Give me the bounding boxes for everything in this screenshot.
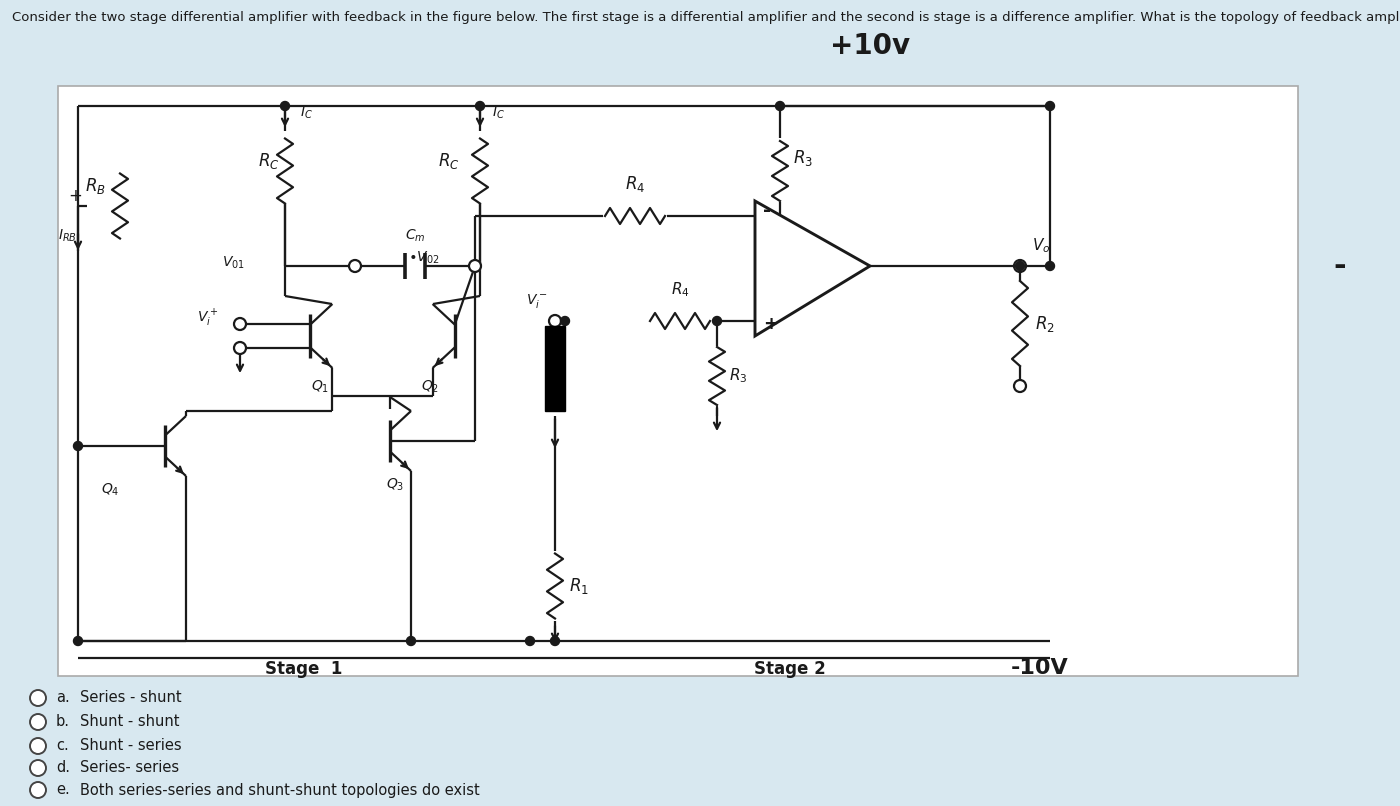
Text: $R_4$: $R_4$ — [624, 174, 645, 194]
Bar — [545, 326, 566, 411]
Text: +10v: +10v — [830, 32, 910, 60]
Circle shape — [29, 690, 46, 706]
Circle shape — [29, 714, 46, 730]
Circle shape — [1015, 261, 1025, 271]
Text: $R_4$: $R_4$ — [671, 280, 689, 299]
Circle shape — [549, 315, 561, 327]
Text: -: - — [763, 202, 771, 221]
Text: +: + — [763, 315, 778, 333]
Text: b.: b. — [56, 714, 70, 729]
Circle shape — [29, 782, 46, 798]
Circle shape — [1046, 261, 1054, 271]
Circle shape — [550, 637, 560, 646]
Text: Series - shunt: Series - shunt — [80, 691, 182, 705]
Circle shape — [280, 102, 290, 110]
Circle shape — [713, 317, 721, 326]
Circle shape — [73, 637, 83, 646]
Text: $R_C$: $R_C$ — [438, 151, 461, 171]
Text: +: + — [69, 187, 81, 205]
Text: $Q_2$: $Q_2$ — [421, 379, 440, 396]
Text: d.: d. — [56, 761, 70, 775]
Text: -: - — [1334, 251, 1347, 280]
Circle shape — [349, 260, 361, 272]
Text: $I_C$: $I_C$ — [300, 105, 312, 121]
Text: Shunt - shunt: Shunt - shunt — [80, 714, 179, 729]
Circle shape — [29, 738, 46, 754]
Text: $V_{01}$: $V_{01}$ — [223, 255, 245, 271]
Circle shape — [406, 637, 416, 646]
Text: $I_{RB}$: $I_{RB}$ — [57, 228, 77, 244]
Text: $R_C$: $R_C$ — [258, 151, 280, 171]
Circle shape — [29, 760, 46, 776]
Text: e.: e. — [56, 783, 70, 797]
Text: $V_i^-$: $V_i^-$ — [525, 292, 547, 310]
Text: Consider the two stage differential amplifier with feedback in the figure below.: Consider the two stage differential ampl… — [13, 11, 1400, 24]
Circle shape — [525, 637, 535, 646]
Text: $R_B$: $R_B$ — [84, 176, 105, 196]
Circle shape — [234, 342, 246, 354]
Text: $R_2$: $R_2$ — [1035, 314, 1054, 334]
Circle shape — [776, 102, 784, 110]
Text: $C_m$: $C_m$ — [405, 227, 426, 244]
Text: a.: a. — [56, 691, 70, 705]
Circle shape — [1014, 260, 1026, 272]
Circle shape — [73, 442, 83, 451]
FancyBboxPatch shape — [57, 86, 1298, 676]
Text: Both series-series and shunt-shunt topologies do exist: Both series-series and shunt-shunt topol… — [80, 783, 480, 797]
Text: Stage  1: Stage 1 — [266, 660, 343, 678]
Text: $Q_1$: $Q_1$ — [311, 379, 329, 396]
Text: Stage 2: Stage 2 — [755, 660, 826, 678]
Text: $R_1$: $R_1$ — [568, 576, 589, 596]
Circle shape — [469, 260, 482, 272]
Text: $\bullet V_{02}$: $\bullet V_{02}$ — [409, 250, 440, 266]
Text: $R_3$: $R_3$ — [792, 148, 813, 168]
Text: Shunt - series: Shunt - series — [80, 738, 182, 754]
Circle shape — [1014, 380, 1026, 392]
Text: $R_3$: $R_3$ — [729, 367, 748, 385]
Circle shape — [560, 317, 570, 326]
Text: -10V: -10V — [1011, 658, 1068, 678]
Text: Series- series: Series- series — [80, 761, 179, 775]
Text: $V_o$: $V_o$ — [1032, 237, 1050, 256]
Text: $I_C$: $I_C$ — [491, 105, 505, 121]
Circle shape — [476, 102, 484, 110]
Circle shape — [1046, 102, 1054, 110]
Text: $Q_4$: $Q_4$ — [101, 482, 119, 498]
Text: $V_i^+$: $V_i^+$ — [196, 307, 218, 329]
Text: c.: c. — [56, 738, 69, 754]
Circle shape — [234, 318, 246, 330]
Text: $Q_3$: $Q_3$ — [386, 477, 405, 493]
